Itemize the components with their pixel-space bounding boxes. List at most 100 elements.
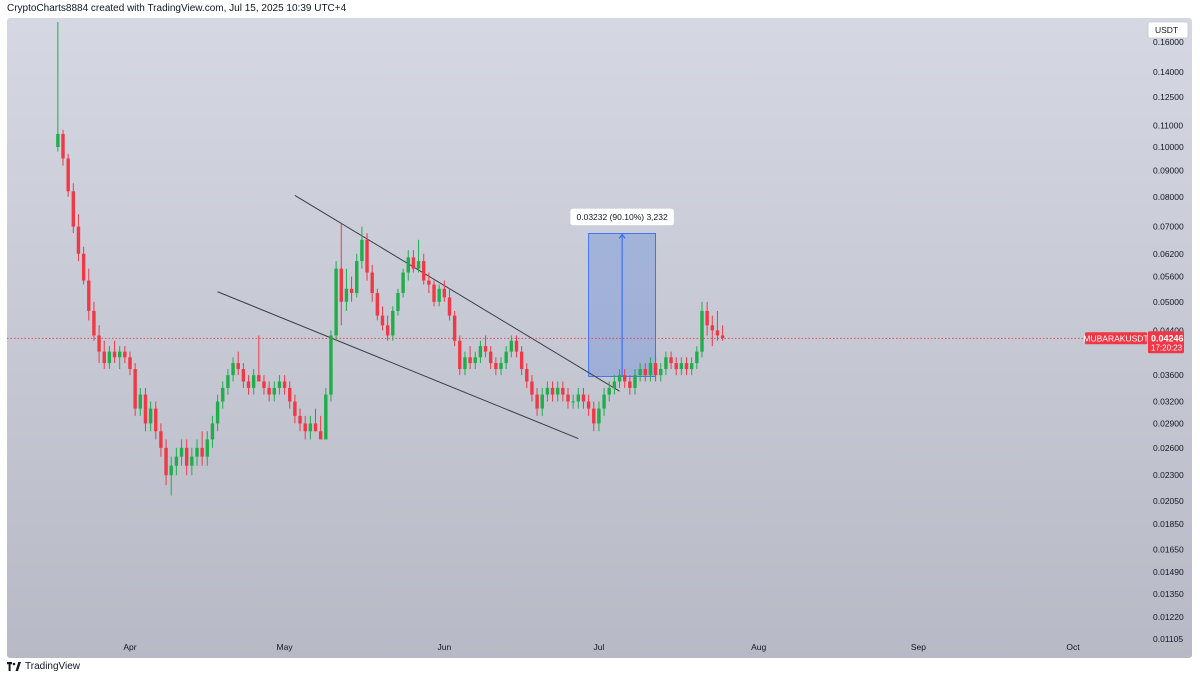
- candle-body[interactable]: [71, 191, 76, 227]
- candle-body[interactable]: [483, 346, 488, 352]
- candle-body[interactable]: [530, 381, 534, 395]
- candle-body[interactable]: [679, 363, 684, 370]
- candle-body[interactable]: [123, 351, 127, 358]
- candle-body[interactable]: [329, 335, 333, 395]
- candle-body[interactable]: [478, 346, 483, 358]
- candle-body[interactable]: [432, 284, 436, 302]
- candle-body[interactable]: [308, 423, 313, 432]
- candle-body[interactable]: [561, 387, 565, 395]
- candle-body[interactable]: [205, 439, 209, 457]
- candle-body[interactable]: [200, 447, 204, 457]
- candle-body[interactable]: [535, 394, 539, 409]
- candle-body[interactable]: [56, 133, 60, 147]
- candle-body[interactable]: [221, 387, 225, 402]
- candle-body[interactable]: [159, 431, 163, 448]
- candle-body[interactable]: [514, 340, 519, 352]
- candle-body[interactable]: [288, 387, 292, 402]
- symbol-tag[interactable]: [1085, 332, 1147, 345]
- candle-body[interactable]: [422, 261, 426, 281]
- candle-body[interactable]: [324, 394, 328, 440]
- candle-body[interactable]: [586, 401, 591, 409]
- candle-body[interactable]: [164, 447, 168, 476]
- candle-body[interactable]: [643, 369, 647, 376]
- candle-body[interactable]: [112, 351, 117, 358]
- candle-body[interactable]: [246, 381, 251, 388]
- candle-body[interactable]: [349, 288, 354, 294]
- trendline-2[interactable]: [217, 291, 579, 440]
- candle-body[interactable]: [571, 401, 575, 403]
- candle-body[interactable]: [659, 369, 663, 376]
- candle-body[interactable]: [97, 335, 101, 352]
- candle-body[interactable]: [179, 447, 184, 457]
- candle-body[interactable]: [473, 357, 477, 364]
- candle-body[interactable]: [669, 357, 673, 364]
- candle-body[interactable]: [550, 387, 555, 395]
- candle-body[interactable]: [313, 423, 318, 432]
- candle-body[interactable]: [566, 394, 570, 402]
- candle-body[interactable]: [375, 293, 380, 316]
- candle-body[interactable]: [257, 375, 261, 382]
- candle-body[interactable]: [622, 375, 627, 382]
- candle-body[interactable]: [545, 387, 550, 395]
- candle-body[interactable]: [617, 375, 622, 382]
- candle-body[interactable]: [318, 431, 323, 440]
- candle-body[interactable]: [117, 351, 122, 358]
- candle-body[interactable]: [463, 357, 467, 370]
- candle-body[interactable]: [602, 394, 606, 409]
- candle-body[interactable]: [184, 447, 189, 466]
- candle-body[interactable]: [344, 288, 349, 302]
- candle-body[interactable]: [555, 387, 560, 395]
- candle-body[interactable]: [715, 330, 720, 336]
- candle-body[interactable]: [437, 288, 441, 302]
- candle-body[interactable]: [61, 133, 65, 159]
- candle-body[interactable]: [262, 381, 266, 388]
- candle-body[interactable]: [303, 423, 307, 432]
- candle-body[interactable]: [282, 381, 287, 388]
- candle-body[interactable]: [416, 261, 421, 269]
- candle-body[interactable]: [628, 381, 632, 388]
- candle-body[interactable]: [360, 239, 364, 262]
- candle-body[interactable]: [76, 226, 81, 254]
- candle-body[interactable]: [427, 280, 431, 285]
- candle-body[interactable]: [597, 408, 601, 424]
- candle-body[interactable]: [272, 387, 276, 395]
- candle-body[interactable]: [612, 381, 617, 388]
- candle-body[interactable]: [133, 369, 137, 409]
- candle-body[interactable]: [298, 415, 302, 424]
- candle-body[interactable]: [592, 408, 596, 424]
- last-price-tag[interactable]: [1148, 331, 1184, 354]
- measure-label-box[interactable]: [569, 208, 675, 226]
- candle-body[interactable]: [447, 297, 452, 316]
- candle-body[interactable]: [195, 447, 199, 457]
- candle-body[interactable]: [581, 394, 586, 402]
- candle-body[interactable]: [720, 335, 725, 339]
- candle-body[interactable]: [406, 257, 410, 273]
- candle-body[interactable]: [504, 351, 508, 364]
- candle-body[interactable]: [231, 363, 235, 376]
- candle-body[interactable]: [339, 268, 343, 302]
- candle-body[interactable]: [293, 401, 297, 416]
- candle-body[interactable]: [442, 288, 447, 298]
- candle-body[interactable]: [226, 375, 230, 388]
- candle-body[interactable]: [401, 272, 405, 294]
- candle-body[interactable]: [411, 257, 416, 269]
- tradingview-logo[interactable]: TradingView: [7, 661, 80, 672]
- candle-body[interactable]: [468, 357, 472, 364]
- candle-body[interactable]: [689, 363, 694, 370]
- candle-body[interactable]: [210, 423, 215, 440]
- candle-body[interactable]: [66, 158, 70, 192]
- candle-body[interactable]: [365, 239, 369, 273]
- candle-body[interactable]: [499, 363, 503, 370]
- candle-body[interactable]: [81, 253, 86, 281]
- price-chart[interactable]: 0.16000 0.14000 0.12500 0.11000 0.10000 0.090…: [7, 18, 1192, 658]
- candle-body[interactable]: [143, 394, 148, 424]
- currency-label-box[interactable]: [1147, 21, 1189, 39]
- trendline-1[interactable]: [294, 195, 620, 392]
- candle-body[interactable]: [215, 401, 220, 424]
- candle-body[interactable]: [92, 310, 96, 336]
- candle-body[interactable]: [385, 325, 390, 336]
- candle-body[interactable]: [664, 357, 668, 370]
- candle-body[interactable]: [633, 375, 637, 388]
- candle-body[interactable]: [128, 357, 132, 370]
- candle-body[interactable]: [190, 456, 194, 466]
